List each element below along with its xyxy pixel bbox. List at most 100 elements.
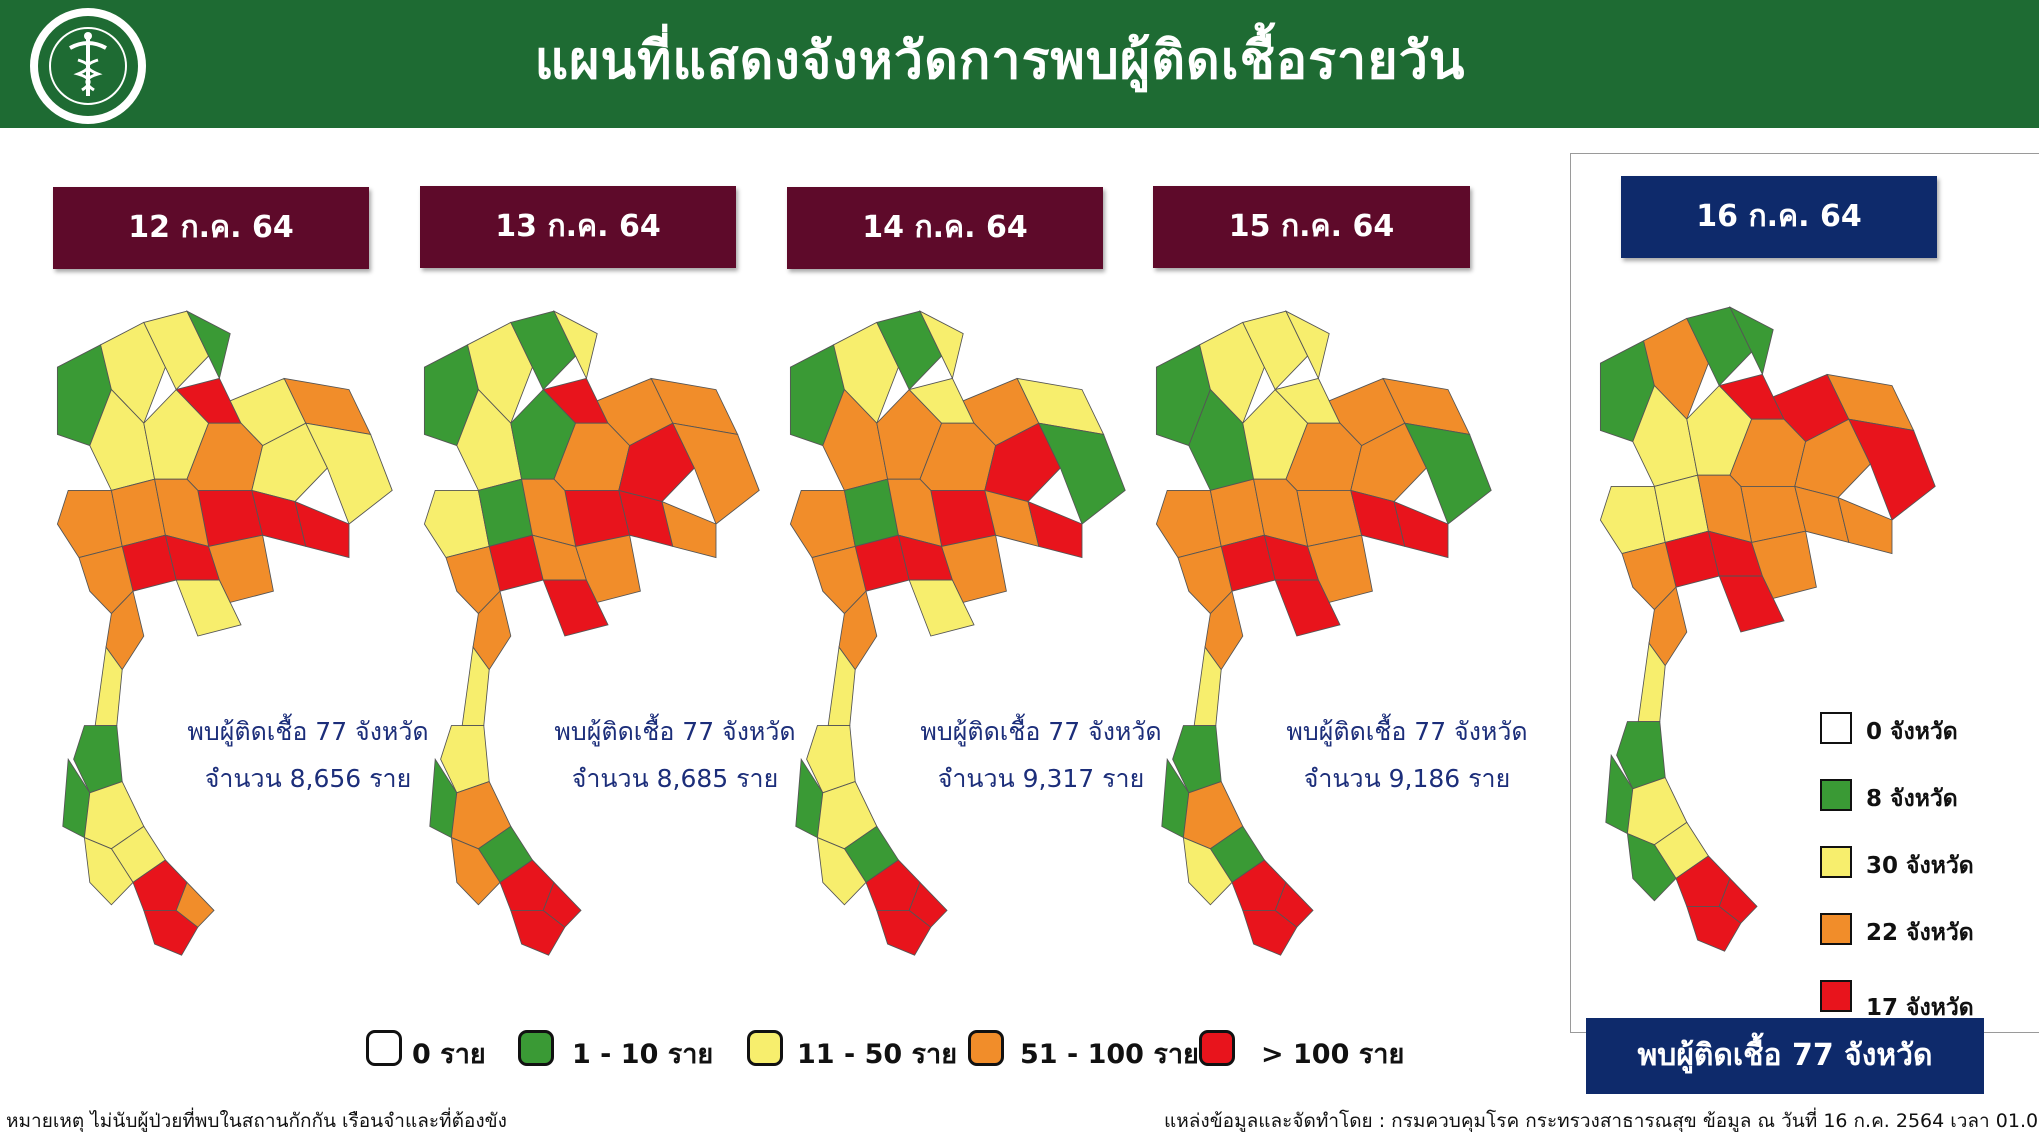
province-south-6 (1626, 832, 1677, 902)
province-east-coast (542, 579, 609, 637)
province-south-deep-3 (175, 881, 215, 928)
province-east-coast (175, 579, 242, 637)
province-west-1 (1155, 489, 1222, 559)
province-south-upper (838, 590, 878, 671)
province-central-1 (887, 478, 943, 548)
case-count-13: จำนวน 8,685 ราย (571, 764, 779, 793)
province-south-upper (1648, 586, 1688, 667)
case-count-12: จำนวน 8,656 ราย (204, 764, 412, 793)
legend-swatch (968, 1030, 1004, 1066)
province-north-west (100, 321, 166, 424)
case-count-14: จำนวน 9,317 ราย (937, 764, 1145, 793)
provinces-count-14: พบผู้ติดเชื้อ 77 จังหวัด (920, 717, 1162, 746)
provinces-count-13: พบผู้ติดเชื้อ 77 จังหวัด (554, 717, 796, 746)
legend-swatch (1820, 779, 1852, 811)
date-label-14: 14 ก.ค. 64 (787, 187, 1103, 269)
legend-swatch (518, 1030, 554, 1066)
province-south-deep-3 (542, 881, 582, 928)
map-16 (1599, 306, 1936, 952)
today-total-provinces: พบผู้ติดเชื้อ 77 จังหวัด (1586, 1018, 1984, 1094)
province-east-2 (208, 534, 274, 603)
map-14 (789, 310, 1126, 956)
map-13 (423, 310, 760, 956)
province-north-west (833, 321, 899, 424)
page-title: แผนที่แสดงจังหวัดการพบผู้ติดเชื้อรายวัน (534, 31, 1466, 91)
province-isan-mid-2 (618, 422, 695, 503)
legend-swatch (1199, 1030, 1235, 1066)
footnote-source: แหล่งข้อมูลและจัดทำโดย : กรมควบคุมโรค กร… (1164, 1110, 2039, 1132)
province-west-1 (789, 489, 856, 559)
province-isan-east (1848, 418, 1936, 521)
province-south-upper (105, 590, 145, 671)
province-isan-east (672, 422, 760, 525)
province-isan-mid-2 (251, 422, 328, 503)
province-west-1 (1599, 485, 1666, 555)
province-isan-south-3 (1837, 496, 1893, 555)
province-north-center (1242, 310, 1309, 391)
province-south-deep-2 (1242, 909, 1298, 956)
date-label-13: 13 ก.ค. 64 (420, 186, 736, 268)
province-east-2 (941, 534, 1007, 603)
provinces-count-15: พบผู้ติดเชื้อ 77 จังหวัด (1286, 717, 1528, 746)
province-south-deep-3 (1274, 881, 1314, 928)
province-isan-east (305, 422, 393, 525)
province-south-6 (83, 836, 134, 906)
province-south-deep-3 (908, 881, 948, 928)
province-south-deep-3 (1718, 877, 1758, 924)
province-isan-south-3 (661, 500, 717, 559)
footnote-remark: หมายเหตุ ไม่นับผู้ป่วยที่พบในสถานกักกัน … (6, 1110, 507, 1132)
province-south-upper (472, 590, 512, 671)
province-south-deep-2 (510, 909, 566, 956)
caduceus-icon (49, 27, 127, 105)
legend-swatch (747, 1030, 783, 1066)
ministry-logo (30, 8, 146, 124)
province-north-center (1686, 306, 1753, 387)
province-isan-mid-2 (984, 422, 1061, 503)
province-north-west (467, 321, 533, 424)
provinces-count-12: พบผู้ติดเชื้อ 77 จังหวัด (187, 717, 429, 746)
province-south-deep-2 (143, 909, 199, 956)
province-isan-south-3 (1393, 500, 1449, 559)
date-label-12: 12 ก.ค. 64 (53, 187, 369, 269)
header-bar: แผนที่แสดงจังหวัดการพบผู้ติดเชื้อรายวัน (0, 0, 2039, 128)
province-north-west (1643, 317, 1709, 420)
province-isan-mid-2 (1350, 422, 1427, 503)
province-north-center (143, 310, 210, 391)
province-central-1 (154, 478, 210, 548)
province-isan-south-3 (294, 500, 350, 559)
legend-swatch (1820, 980, 1852, 1012)
province-south-6 (816, 836, 867, 906)
province-isan-east (1404, 422, 1492, 525)
legend-swatch (1820, 712, 1852, 744)
province-east-2 (1751, 530, 1817, 599)
province-central-1 (521, 478, 577, 548)
legend-swatch (1820, 913, 1852, 945)
province-south-6 (450, 836, 501, 906)
province-south-upper (1204, 590, 1244, 671)
province-west-1 (423, 489, 490, 559)
date-label-15: 15 ก.ค. 64 (1153, 186, 1470, 268)
map-15 (1155, 310, 1492, 956)
province-isan-east (1038, 422, 1126, 525)
case-count-15: จำนวน 9,186 ราย (1303, 764, 1511, 793)
province-east-coast (1718, 575, 1785, 633)
map-12 (56, 310, 393, 956)
province-west-1 (56, 489, 123, 559)
province-south-deep-2 (876, 909, 932, 956)
province-east-coast (908, 579, 975, 637)
date-label-16: 16 ก.ค. 64 (1621, 176, 1937, 258)
province-isan-south-3 (1027, 500, 1083, 559)
province-north-center (876, 310, 943, 391)
province-central-1 (1697, 474, 1753, 544)
province-north-west (1199, 321, 1265, 424)
legend-swatch (1820, 846, 1852, 878)
province-east-coast (1274, 579, 1341, 637)
province-central-1 (1253, 478, 1309, 548)
province-isan-mid-2 (1794, 418, 1871, 499)
legend-swatch (366, 1030, 402, 1066)
province-east-2 (1307, 534, 1373, 603)
province-east-2 (575, 534, 641, 603)
province-south-6 (1182, 836, 1233, 906)
province-north-center (510, 310, 577, 391)
province-south-deep-2 (1686, 905, 1742, 952)
